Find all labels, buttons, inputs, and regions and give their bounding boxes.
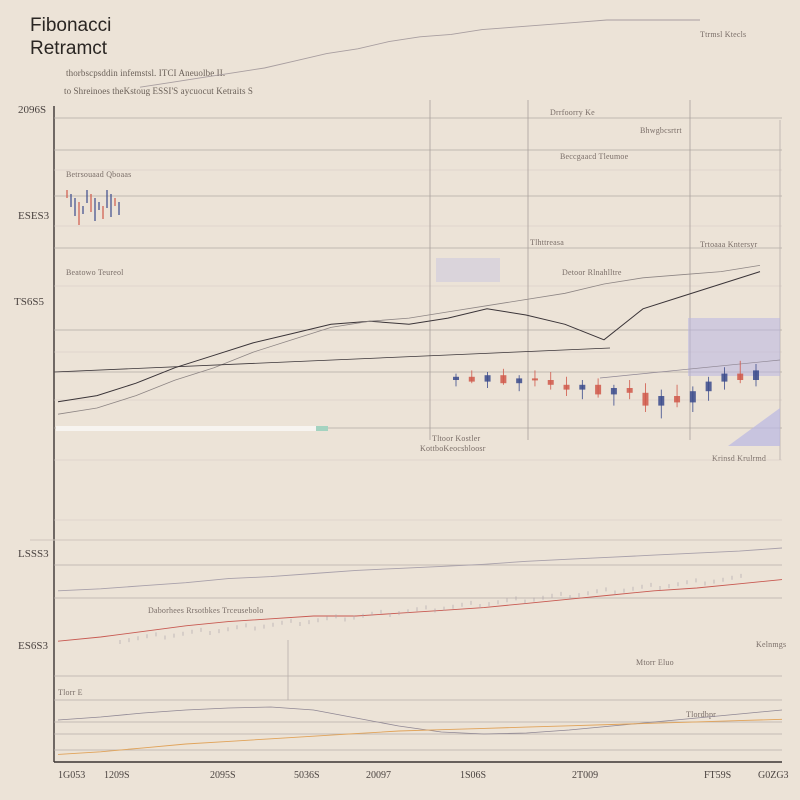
trend-line: [53, 347, 611, 373]
candle-body: [689, 391, 696, 403]
y-tick-label: ESES3: [18, 210, 50, 222]
y-tick-label: 2096S: [18, 104, 47, 116]
annotation: Tlhttreasa: [530, 238, 564, 247]
candle-body: [82, 206, 84, 214]
candle-body: [753, 370, 759, 380]
selection-handle: [316, 426, 328, 431]
candle-body: [94, 198, 96, 221]
candle-body: [658, 396, 665, 406]
highlight-band: [436, 258, 500, 282]
candle-body: [674, 396, 681, 403]
annotation: Betrsouaad Qboaas: [66, 170, 132, 179]
candle-body: [531, 378, 538, 381]
annotation: KottboKeocsbloosr: [420, 444, 486, 453]
candle-body: [114, 198, 116, 206]
series-line: [57, 547, 783, 592]
annotation: Trtoaaa Kntersyr: [700, 240, 758, 249]
x-tick-label: G0ZG3: [758, 770, 789, 781]
chart-subtitle-secondary: to Shreinoes theKstoug ESSI'S aycuocut K…: [64, 86, 254, 96]
y-tick-label: LSSS3: [18, 548, 49, 560]
candle-body: [118, 202, 120, 215]
candle-body: [453, 376, 459, 380]
candle-body: [547, 380, 554, 385]
series-line: [57, 579, 783, 642]
candle-body: [90, 194, 92, 212]
candle-body: [106, 190, 108, 208]
annotation: Daborhees Rrsotbkes Trceusebolo: [148, 606, 264, 615]
candle-body: [78, 202, 80, 225]
annotation: Drrfoorry Ke: [550, 108, 595, 117]
annotation: Ttrmsl Ktecls: [700, 30, 747, 39]
chart-subtitle: thorbscpsddin infemstsl. ITCI Aneuolbe I…: [66, 68, 226, 78]
series-line: [57, 265, 761, 415]
annotation: Tlordbpr: [686, 710, 717, 719]
candle-body: [721, 373, 728, 382]
x-tick-label: 5036S: [294, 770, 320, 781]
candle-body: [70, 194, 72, 207]
candle-body: [86, 190, 88, 203]
x-tick-label: 1S06S: [460, 770, 487, 781]
annotation: Beccgaacd Tleumoe: [560, 152, 629, 161]
annotation: Bhwgbcsrtrt: [640, 126, 682, 135]
highlight-wedge: [728, 408, 780, 446]
series-line: [57, 271, 761, 403]
candle-body: [642, 392, 649, 406]
candle-body: [610, 388, 617, 395]
x-tick-label: FT59S: [704, 770, 732, 781]
annotation: Tltoor Kostler: [432, 434, 481, 443]
candle-body: [737, 373, 744, 380]
series-line: [139, 19, 700, 88]
chart-title: Fibonacci Retramct: [30, 15, 112, 59]
annotation: Beatowo Teureol: [66, 268, 124, 277]
candle-body: [563, 384, 570, 390]
annotation: Kelnmgs: [756, 640, 787, 649]
x-tick-label: 1G053: [58, 770, 86, 781]
x-tick-label: 1209S: [104, 770, 130, 781]
annotation: Detoor Rlnahlltre: [562, 268, 622, 277]
x-tick-label: 20097: [366, 770, 391, 781]
candle-body: [102, 206, 104, 219]
series-line: [57, 706, 783, 735]
candle-body: [516, 378, 523, 384]
candle-body: [595, 384, 602, 395]
annotation: Tlorr E: [58, 688, 83, 697]
y-tick-label: TS6S5: [14, 296, 44, 308]
candle-body: [500, 375, 507, 384]
selection-bar: [56, 426, 326, 431]
candle-body: [468, 376, 475, 382]
candle-body: [74, 198, 76, 216]
series-line: [57, 718, 783, 755]
x-tick-label: 2T009: [572, 770, 599, 781]
annotation: Krinsd Krulrmd: [712, 454, 767, 463]
candle-body: [98, 202, 100, 210]
candle-body: [484, 375, 491, 382]
y-tick-label: ES6S3: [18, 640, 48, 652]
candle-body: [110, 194, 112, 217]
x-tick-label: 2095S: [210, 770, 236, 781]
candle-body: [705, 381, 712, 392]
trend-line: [599, 359, 781, 379]
candle-body: [579, 384, 586, 390]
candle-body: [626, 388, 633, 393]
candle-body: [66, 190, 68, 198]
annotation: Mtorr Eluo: [636, 658, 674, 667]
highlight-band: [688, 318, 780, 376]
